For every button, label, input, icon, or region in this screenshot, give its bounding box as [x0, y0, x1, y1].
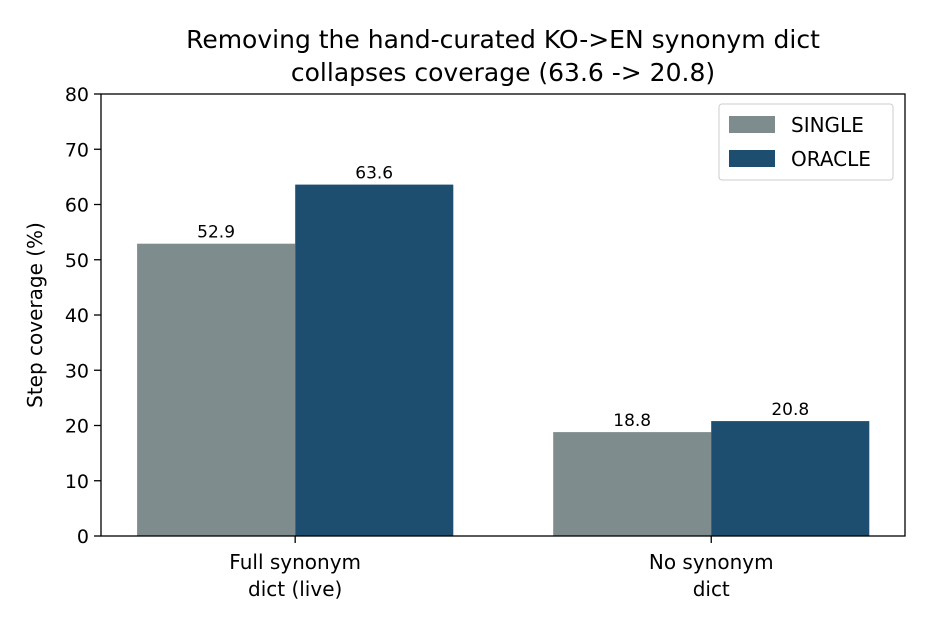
y-tick-label-40: 40	[65, 305, 89, 327]
y-tick-label-0: 0	[77, 526, 89, 548]
y-tick-label-10: 10	[65, 471, 89, 493]
x-axis: Full synonym dict (live) No synonym dict	[229, 536, 774, 601]
y-tick-label-30: 30	[65, 360, 89, 382]
legend-label-single: SINGLE	[791, 113, 864, 137]
bars-group	[137, 184, 870, 536]
y-tick-label-80: 80	[65, 84, 89, 106]
x-tick-label-0-line-0: Full synonym	[229, 550, 361, 574]
data-label-oracle-0: 63.6	[355, 164, 393, 184]
x-tick-label-1-line-1: dict	[693, 577, 730, 601]
y-tick-label-50: 50	[65, 250, 89, 272]
data-label-oracle-1: 20.8	[771, 400, 809, 420]
chart-title-line-1: Removing the hand-curated KO->EN synonym…	[186, 25, 820, 54]
legend: SINGLE ORACLE	[718, 103, 894, 181]
y-tick-label-20: 20	[65, 416, 89, 438]
chart-title-line-2: collapses coverage (63.6 -> 20.8)	[291, 58, 715, 87]
y-axis: 0 10 20 30 40 50 60 70 80	[65, 84, 101, 548]
x-tick-label-1-line-0: No synonym	[649, 550, 774, 574]
data-labels: 52.9 18.8 63.6 20.8	[197, 164, 809, 432]
y-tick-label-60: 60	[65, 195, 89, 217]
data-label-single-0: 52.9	[197, 223, 235, 243]
legend-swatch-single	[729, 116, 775, 133]
legend-label-oracle: ORACLE	[791, 147, 871, 171]
y-axis-label: Step coverage (%)	[23, 222, 47, 408]
legend-swatch-oracle	[729, 150, 775, 167]
bar-single-0	[137, 243, 296, 536]
bar-oracle-0	[295, 184, 454, 536]
bar-oracle-1	[711, 421, 870, 536]
bar-single-1	[553, 432, 712, 536]
plot-frame	[100, 93, 906, 537]
x-tick-label-0-line-1: dict (live)	[248, 577, 342, 601]
y-tick-label-70: 70	[65, 139, 89, 161]
data-label-single-1: 18.8	[613, 411, 651, 431]
